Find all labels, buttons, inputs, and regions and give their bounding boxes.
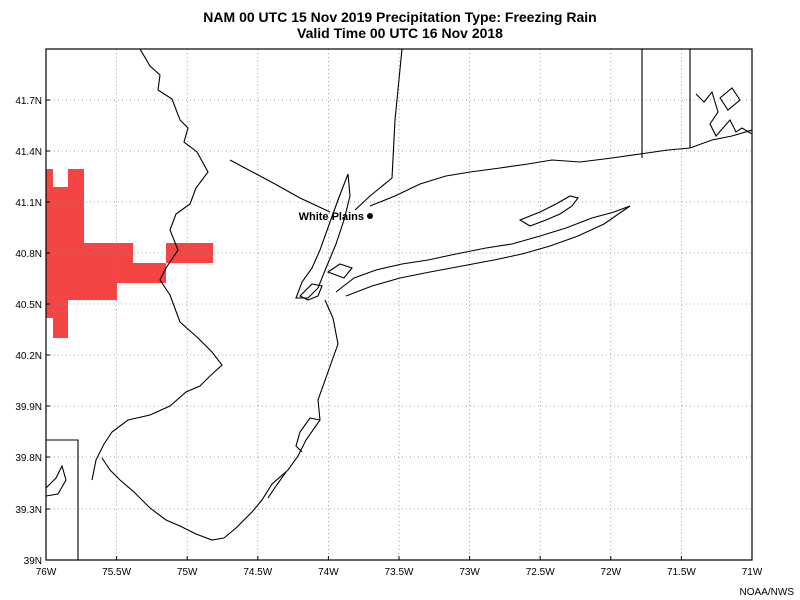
map-title-line-1: NAM 00 UTC 15 Nov 2019 Precipitation Typ… bbox=[203, 9, 597, 25]
lon-tick-label: 74.5W bbox=[243, 567, 272, 578]
lat-tick-label: 40.2N bbox=[15, 351, 42, 362]
city-label: White Plains bbox=[299, 211, 364, 223]
lat-tick-label: 40.5N bbox=[15, 300, 42, 311]
lat-tick-label: 40.8N bbox=[15, 249, 42, 260]
map-title-line-2: Valid Time 00 UTC 16 Nov 2018 bbox=[297, 25, 503, 41]
lon-tick-label: 75W bbox=[177, 567, 198, 578]
lat-tick-label: 39N bbox=[24, 556, 42, 567]
lat-tick-label: 39.9N bbox=[15, 402, 42, 413]
freezing-rain-area bbox=[46, 169, 213, 338]
lon-tick-label: 75.5W bbox=[102, 567, 131, 578]
lon-tick-label: 74W bbox=[318, 567, 339, 578]
lat-tick-label: 39.3N bbox=[15, 505, 42, 516]
plot-frame bbox=[45, 48, 753, 561]
longitude-tick-labels: 76W 75.5W 75W 74.5W 74W 73.5W 73W 72.5W 72W 71.5W… bbox=[36, 567, 763, 578]
lon-tick-label: 71.5W bbox=[667, 567, 696, 578]
lat-tick-label: 39.8N bbox=[15, 453, 42, 464]
lon-tick-label: 72.5W bbox=[526, 567, 555, 578]
map-grid bbox=[45, 49, 753, 561]
lat-tick-label: 41.7N bbox=[15, 96, 42, 107]
city-marker bbox=[367, 213, 373, 219]
lon-tick-label: 72W bbox=[601, 567, 622, 578]
lon-tick-label: 73W bbox=[459, 567, 480, 578]
lat-tick-label: 41.4N bbox=[15, 147, 42, 158]
lon-tick-label: 71W bbox=[742, 567, 763, 578]
lon-tick-label: 76W bbox=[36, 567, 57, 578]
coastline-boundaries bbox=[46, 49, 752, 560]
lon-tick-label: 73.5W bbox=[385, 567, 414, 578]
credit-label: NOAA/NWS bbox=[739, 587, 794, 598]
lat-tick-label: 41.1N bbox=[15, 198, 42, 209]
latitude-tick-labels: 39N 39.3N 39.8N 39.9N 40.2N 40.5N 40.8N 41.1N 41… bbox=[15, 96, 42, 567]
